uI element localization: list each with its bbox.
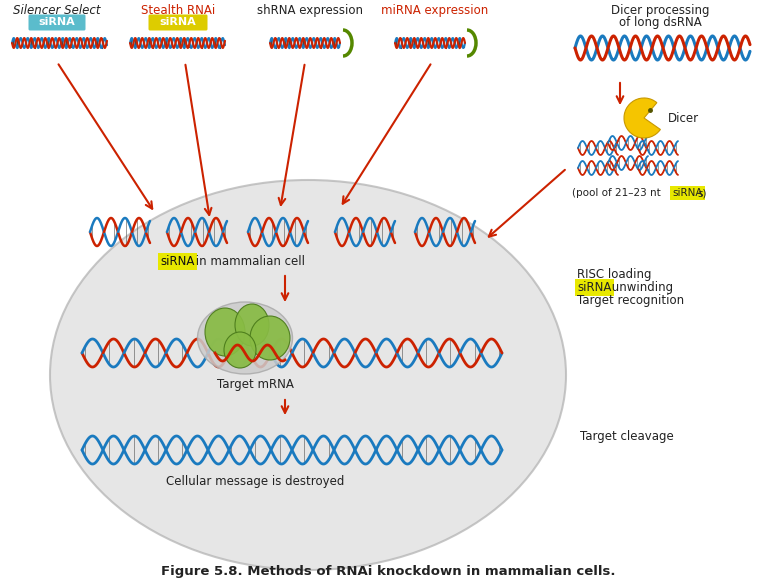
Text: siRNA: siRNA bbox=[672, 188, 702, 198]
Text: RISC loading: RISC loading bbox=[577, 268, 651, 281]
Text: Target cleavage: Target cleavage bbox=[580, 430, 674, 443]
Text: unwinding: unwinding bbox=[608, 281, 673, 294]
Ellipse shape bbox=[235, 304, 269, 346]
Ellipse shape bbox=[50, 180, 566, 570]
Ellipse shape bbox=[224, 332, 256, 368]
Text: siRNA: siRNA bbox=[577, 281, 611, 294]
Text: Dicer: Dicer bbox=[668, 112, 699, 125]
Text: Target mRNA: Target mRNA bbox=[217, 378, 294, 391]
Text: siRNA: siRNA bbox=[160, 255, 194, 268]
Text: Target recognition: Target recognition bbox=[577, 294, 684, 307]
Text: siRNA: siRNA bbox=[39, 17, 75, 27]
Text: (pool of 21–23 nt: (pool of 21–23 nt bbox=[572, 188, 664, 198]
Ellipse shape bbox=[250, 316, 290, 360]
Text: Stealth RNAi: Stealth RNAi bbox=[141, 4, 215, 17]
Text: Figure 5.8. Methods of RNAi knockdown in mammalian cells.: Figure 5.8. Methods of RNAi knockdown in… bbox=[161, 565, 615, 578]
Text: miRNA expression: miRNA expression bbox=[382, 4, 489, 17]
Text: shRNA expression: shRNA expression bbox=[257, 4, 363, 17]
Wedge shape bbox=[624, 98, 660, 138]
Text: Dicer processing: Dicer processing bbox=[611, 4, 709, 17]
Text: Silencer Select: Silencer Select bbox=[13, 4, 101, 17]
Text: Cellular message is destroyed: Cellular message is destroyed bbox=[166, 475, 344, 488]
FancyBboxPatch shape bbox=[29, 15, 85, 31]
Text: siRNA: siRNA bbox=[159, 17, 197, 27]
Text: in mammalian cell: in mammalian cell bbox=[192, 255, 305, 268]
FancyBboxPatch shape bbox=[148, 15, 207, 31]
Ellipse shape bbox=[197, 302, 292, 374]
Text: s): s) bbox=[697, 188, 706, 198]
Text: of long dsRNA: of long dsRNA bbox=[618, 16, 702, 29]
Ellipse shape bbox=[205, 308, 245, 356]
